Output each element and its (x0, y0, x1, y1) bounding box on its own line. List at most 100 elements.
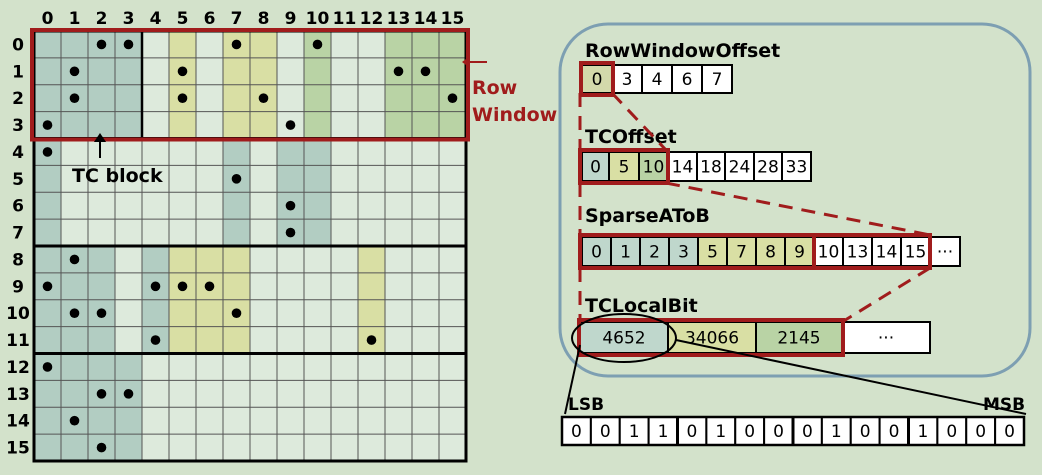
nonzero-dot (123, 39, 134, 50)
row-label: 14 (6, 412, 30, 432)
nonzero-dot (69, 66, 80, 77)
array-cell-value: 0 (687, 422, 698, 442)
nonzero-dot (312, 39, 323, 50)
array-cell-value: 15 (905, 243, 927, 263)
column-label: 8 (258, 9, 270, 29)
column-label: 3 (123, 9, 135, 29)
nonzero-dot (96, 39, 107, 50)
column-label: 15 (441, 9, 465, 29)
nonzero-dot (231, 174, 242, 184)
array-cell (734, 416, 766, 446)
array-cell (842, 236, 873, 267)
column-label: 13 (387, 9, 411, 29)
nonzero-dot (420, 66, 431, 77)
nonzero-dot (177, 93, 188, 103)
array-cell (667, 151, 698, 182)
nonzero-dot (150, 281, 161, 292)
row-label: 3 (12, 116, 24, 136)
row-label: 10 (6, 304, 30, 324)
nonzero-dot (177, 66, 188, 77)
array-cell (724, 151, 755, 182)
array-cell-value: 0 (946, 422, 957, 442)
tc-block-label: TC block (72, 165, 163, 187)
zoom-line-right (675, 339, 1027, 415)
column-label: 5 (177, 9, 189, 29)
nonzero-dot (285, 227, 296, 238)
column-label: 9 (285, 9, 297, 29)
array-cell (755, 321, 843, 354)
array-cell (781, 151, 812, 182)
lsb-label: LSB (568, 395, 604, 415)
nonzero-dot (231, 308, 242, 318)
array-cell-value: 1 (918, 422, 929, 442)
array-cell-value: 1 (629, 422, 640, 442)
nonzero-dot (366, 335, 377, 345)
nonzero-dot (231, 39, 242, 50)
tc-block-annotation: TC block (72, 133, 163, 187)
array-cell-value: 9 (794, 243, 805, 263)
nonzero-dot (447, 93, 458, 103)
array-cell-value: 14 (876, 243, 898, 263)
nonzero-dot (393, 66, 404, 77)
highlight-box (579, 61, 615, 97)
array-cell-value: 3 (678, 243, 689, 263)
nonzero-dot (42, 120, 53, 130)
array-cell-value: 4 (652, 70, 663, 90)
tc-local-bit-array: 4652 34066 2145 ··· (577, 318, 931, 357)
array-cell-value: 1 (831, 422, 842, 442)
array-cell-value: 0 (860, 422, 871, 442)
array-cell-value: ··· (937, 243, 953, 263)
array-cell-value: 13 (847, 243, 869, 263)
nonzero-dot (69, 93, 80, 103)
array-cell-value: 3 (622, 70, 633, 90)
nonzero-dot (42, 362, 53, 372)
nonzero-dot (96, 308, 107, 318)
array-cell-value: 0 (773, 422, 784, 442)
row-label: 2 (12, 89, 24, 109)
column-label: 10 (306, 9, 330, 29)
array-cell-value: 0 (744, 422, 755, 442)
array-cell-value: 0 (592, 70, 603, 90)
column-label: 2 (96, 9, 108, 29)
nonzero-dot (285, 120, 296, 130)
nonzero-dot (69, 308, 80, 318)
row-label: 15 (6, 439, 30, 459)
array-cell-value: 5 (619, 158, 630, 178)
row-label: 4 (12, 143, 24, 163)
nonzero-dot (96, 442, 107, 453)
column-label: 14 (414, 9, 438, 29)
column-label: 0 (42, 9, 54, 29)
column-label: 7 (231, 9, 243, 29)
array-cell-value: 28 (757, 158, 779, 178)
row-label: 13 (6, 385, 30, 405)
nonzero-dot (69, 254, 80, 265)
array-cell-value: 0 (1004, 422, 1015, 442)
row-window-label-line2: Window (472, 104, 557, 126)
sparse-a-to-b-title: SparseAToB (585, 205, 710, 227)
array-cell-value: 0 (590, 158, 601, 178)
column-label: 11 (333, 9, 357, 29)
row-label: 11 (6, 331, 30, 351)
row-label: 8 (12, 250, 24, 270)
nonzero-dot (177, 281, 188, 292)
array-cell-value: 2 (649, 243, 660, 263)
array-cell (641, 64, 673, 94)
array-cell-value: 1 (620, 243, 631, 263)
array-cell-value: 0 (600, 422, 611, 442)
tc-offset-array: 0 5 10 14 18 24 28 33 (578, 148, 812, 185)
msb-label: MSB (983, 395, 1025, 415)
highlight-box (577, 318, 845, 357)
array-cell (696, 151, 726, 182)
array-cell-value: 0 (571, 422, 582, 442)
nonzero-dot (258, 93, 269, 103)
array-cell-value: 4652 (602, 329, 645, 349)
tc-offset-title: TCOffset (585, 126, 677, 148)
tc-local-bit-title: TCLocalBit (585, 295, 698, 317)
nonzero-dot (204, 281, 215, 292)
column-label: 6 (204, 9, 216, 29)
row-label: 0 (12, 35, 24, 55)
row-label: 1 (12, 62, 24, 82)
